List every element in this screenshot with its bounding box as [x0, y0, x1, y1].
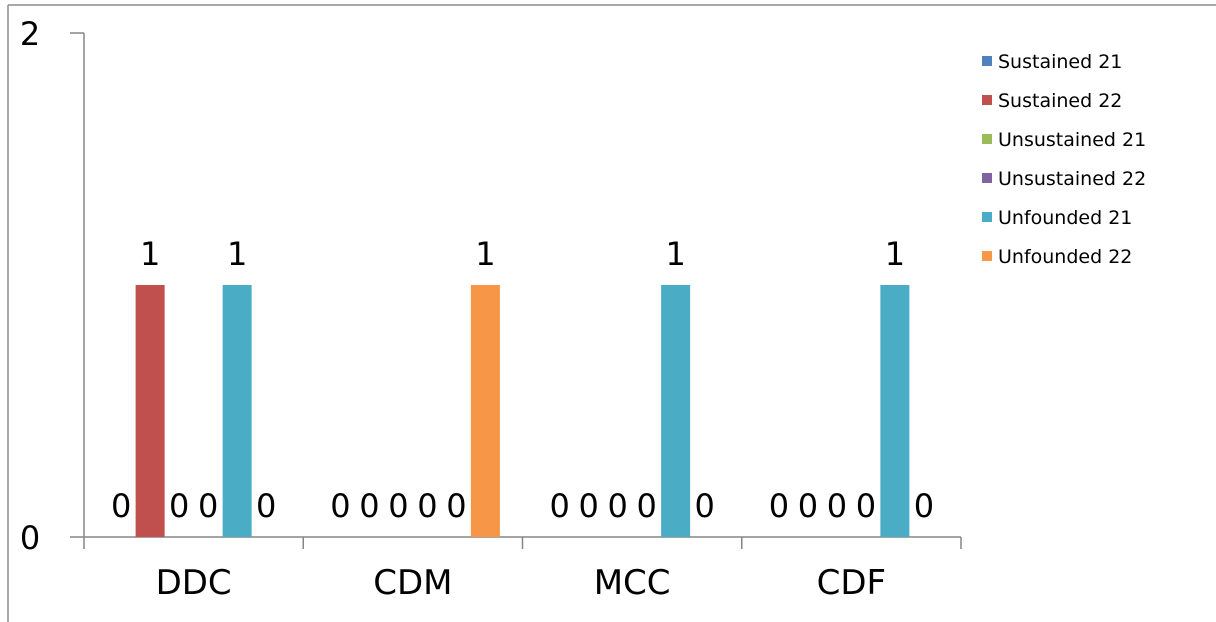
bar-unfounded-22-cdm [470, 285, 500, 537]
data-label-unfounded-21-cdm: 0 [446, 487, 466, 525]
bar-series-group [135, 285, 910, 537]
data-label-unsustained-21-ddc: 0 [169, 487, 189, 525]
legend-label-sustained-21: Sustained 21 [998, 51, 1122, 73]
data-label-unsustained-21-mcc: 0 [607, 487, 627, 525]
data-label-unfounded-22-cdf: 0 [914, 487, 934, 525]
data-label-unsustained-22-ddc: 0 [198, 487, 218, 525]
x-axis-ticks [83, 537, 962, 549]
legend-label-unsustained-22: Unsustained 22 [998, 168, 1146, 190]
bar-unfounded-21-ddc [222, 285, 252, 537]
data-label-sustained-21-ddc: 0 [111, 487, 131, 525]
data-label-unfounded-21-mcc: 1 [665, 235, 685, 273]
data-label-unsustained-21-cdm: 0 [388, 487, 408, 525]
data-label-unfounded-21-cdf: 1 [885, 235, 905, 273]
legend-label-unfounded-22: Unfounded 22 [998, 246, 1132, 268]
legend-label-unsustained-21: Unsustained 21 [998, 129, 1146, 151]
data-label-unfounded-21-ddc: 1 [227, 235, 247, 273]
data-label-unfounded-22-cdm: 1 [475, 235, 495, 273]
legend-swatch-unsustained-22 [982, 173, 992, 183]
legend-swatch-unsustained-21 [982, 134, 992, 144]
category-labels: DDC CDM MCC CDF [156, 563, 887, 603]
data-label-unfounded-22-ddc: 0 [256, 487, 276, 525]
data-label-sustained-22-mcc: 0 [578, 487, 598, 525]
data-label-unsustained-21-cdf: 0 [827, 487, 847, 525]
data-label-sustained-21-cdm: 0 [330, 487, 350, 525]
bar-unfounded-21-cdf [880, 285, 910, 537]
legend: Sustained 21 Sustained 22 Unsustained 21… [982, 51, 1146, 268]
bar-sustained-22-ddc [135, 285, 165, 537]
data-label-sustained-21-cdf: 0 [769, 487, 789, 525]
legend-swatch-unfounded-21 [982, 212, 992, 222]
data-label-group: 010 010 0 0 0 0 010 0 0 010 0 0 0 010 [111, 235, 934, 525]
data-label-sustained-22-ddc: 1 [140, 235, 160, 273]
legend-swatch-sustained-22 [982, 95, 992, 105]
data-label-unsustained-22-cdm: 0 [417, 487, 437, 525]
category-label-cdm: CDM [373, 563, 452, 603]
y-tick-label-bottom: 0 [20, 519, 40, 557]
data-label-sustained-21-mcc: 0 [549, 487, 569, 525]
category-label-cdf: CDF [817, 563, 886, 603]
legend-swatch-sustained-21 [982, 56, 992, 66]
data-label-unfounded-22-mcc: 0 [694, 487, 714, 525]
legend-label-unfounded-21: Unfounded 21 [998, 207, 1132, 229]
category-label-ddc: DDC [156, 563, 232, 603]
data-label-sustained-22-cdf: 0 [798, 487, 818, 525]
legend-swatch-unfounded-22 [982, 251, 992, 261]
y-tick-label-top: 2 [20, 15, 40, 53]
category-label-mcc: MCC [594, 563, 671, 603]
bar-unfounded-21-mcc [661, 285, 691, 537]
data-label-unsustained-22-cdf: 0 [856, 487, 876, 525]
data-label-unsustained-22-mcc: 0 [636, 487, 656, 525]
legend-label-sustained-22: Sustained 22 [998, 90, 1122, 112]
data-label-sustained-22-cdm: 0 [359, 487, 379, 525]
